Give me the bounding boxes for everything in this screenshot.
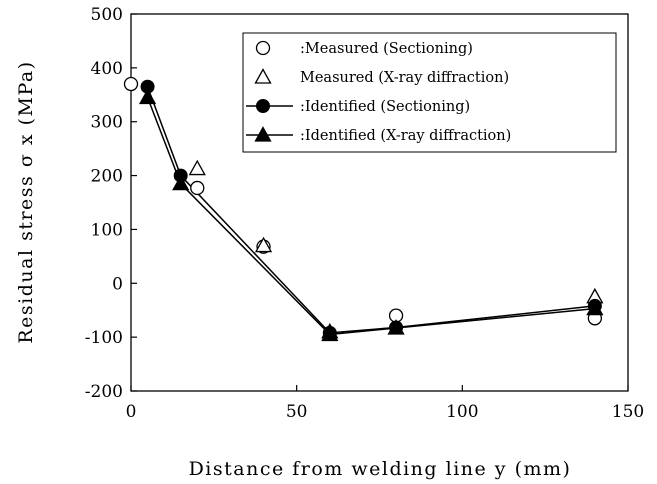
x-tick-label: 100 <box>446 402 478 422</box>
legend-marker-0 <box>255 40 271 56</box>
plot-area <box>130 13 629 392</box>
data-point-series-3 <box>172 174 190 191</box>
data-point-series-0 <box>190 180 205 196</box>
series-markers <box>123 76 604 342</box>
x-axis-ticks: 0 50 100 150 <box>126 385 644 422</box>
y-tick-label: -100 <box>85 328 123 348</box>
legend-label-3: :Identified (X-ray diffraction) <box>300 128 511 144</box>
x-tick-label: 150 <box>612 402 644 422</box>
legend-marker-1 <box>254 68 272 84</box>
legend-label-1: Measured (X-ray diffraction) <box>300 70 509 86</box>
data-point-series-3 <box>138 88 157 105</box>
y-axis-ticks: 500 400 300 200 100 0 -100 -200 <box>85 5 137 402</box>
data-point-series-1 <box>254 236 273 253</box>
data-point-series-3 <box>387 319 405 335</box>
legend-box <box>242 32 617 153</box>
data-point-series-3 <box>321 325 339 342</box>
x-tick-label: 0 <box>126 402 137 422</box>
legend: :Measured (Sectioning) Measured (X-ray di… <box>242 32 617 153</box>
legend-label-0: :Measured (Sectioning) <box>300 41 473 57</box>
y-tick-label: -200 <box>85 382 123 402</box>
legend-label-2: :Identified (Sectioning) <box>300 99 470 115</box>
legend-marker-2 <box>256 99 270 113</box>
y-axis-title: Residual stress σ x (MPa) <box>15 60 37 343</box>
data-point-series-1 <box>188 159 206 176</box>
x-tick-label: 50 <box>286 402 308 422</box>
y-tick-label: 500 <box>91 5 123 25</box>
data-point-series-0 <box>123 76 139 92</box>
y-tick-label: 400 <box>91 59 123 79</box>
y-tick-label: 100 <box>91 220 123 240</box>
y-tick-label: 200 <box>91 167 123 187</box>
x-axis-title: Distance from welding line y (mm) <box>189 458 572 480</box>
plot-frame <box>130 13 629 392</box>
legend-marker-3 <box>254 126 272 142</box>
y-tick-label: 0 <box>112 274 123 294</box>
y-tick-label: 300 <box>91 113 123 133</box>
data-point-series-3 <box>586 299 604 316</box>
